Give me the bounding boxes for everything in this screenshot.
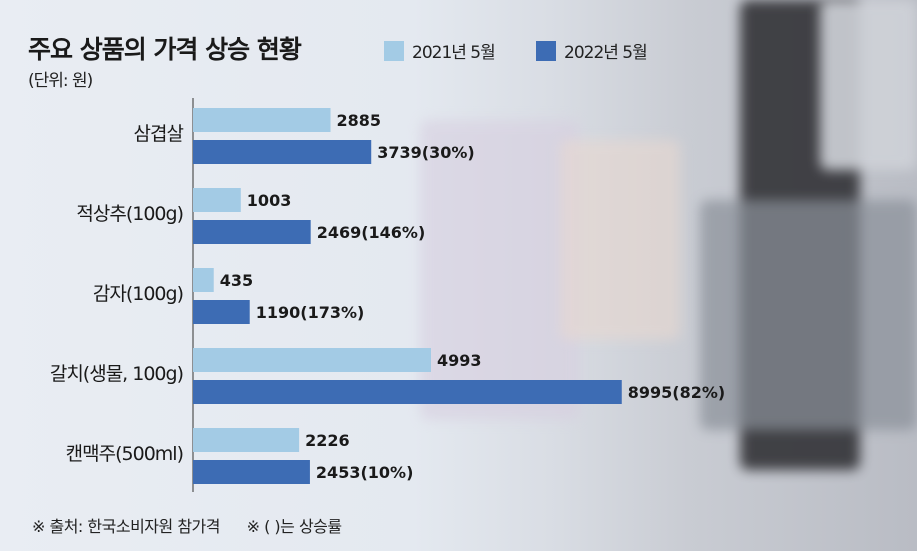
category-label: 감자(100g) [93,283,183,305]
category-label: 적상추(100g) [76,203,183,225]
bar-2022 [193,220,311,244]
background-photo-shelf [560,140,680,340]
chart-unit: (단위: 원) [28,71,93,91]
data-label: 4993 [437,351,482,370]
legend-swatch [536,40,556,61]
bar-2021 [193,108,331,132]
rate-note: ※ ( )는 상승률 [246,517,343,536]
footer: ※ 출처: 한국소비자원 참가격 ※ ( )는 상승률 [32,513,364,537]
legend-item-2021: 2021년 5월 [384,38,496,63]
data-label: 2885 [337,111,382,130]
data-label: 1190(173%) [256,303,365,322]
legend-item-2022: 2022년 5월 [536,38,648,63]
data-label: 435 [220,271,253,290]
category-label: 갈치(생물, 100g) [50,363,183,385]
chart-title: 주요 상품의 가격 상승 현황 [28,35,302,64]
data-label: 2453(10%) [316,463,413,482]
legend-swatch [384,40,404,61]
data-label: 3739(30%) [377,143,474,162]
data-label: 2469(146%) [317,223,426,242]
background-photo-basket [700,200,917,430]
bar-2022 [193,460,310,484]
data-label: 8995(82%) [628,383,725,402]
bar-2022 [193,380,622,404]
data-label: 2226 [305,431,350,450]
background-photo-arm [820,0,917,170]
legend-label: 2021년 5월 [412,43,496,63]
bar-2021 [193,188,241,212]
source-note: ※ 출처: 한국소비자원 참가격 [32,517,220,536]
bar-2021 [193,428,300,452]
bar-2021 [193,348,431,372]
legend-label: 2022년 5월 [564,43,648,63]
background-photo-shelf [420,120,580,420]
category-label: 캔맥주(500ml) [66,443,183,465]
bar-2021 [193,268,214,292]
category-label: 삼겹살 [134,123,184,145]
data-label: 1003 [247,191,292,210]
bar-2022 [193,300,250,324]
bar-2022 [193,140,372,164]
